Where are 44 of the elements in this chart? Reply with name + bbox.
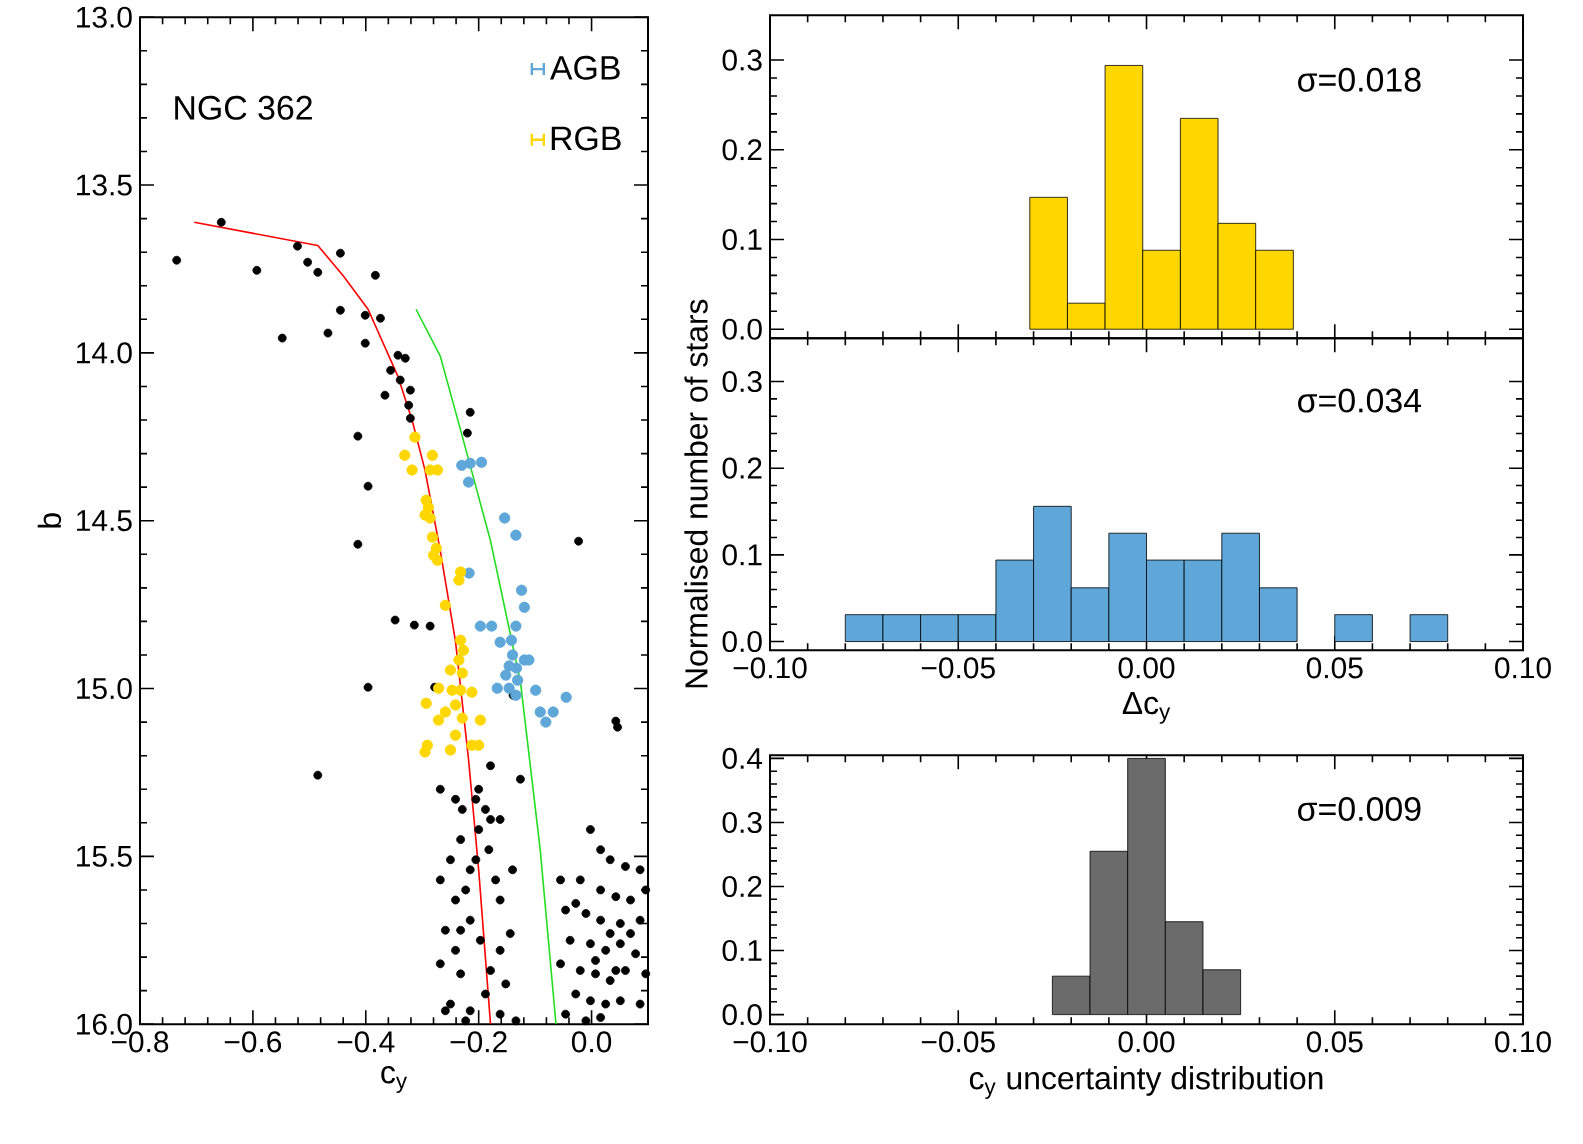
y-axis-title: Normalised number of stars: [684, 299, 708, 688]
y-tick-label: 0.3: [722, 811, 762, 833]
x-axis-title: c$_{y}$ uncertainty distribution: [969, 1065, 1323, 1099]
x-tick-label: 0.0: [571, 1031, 612, 1053]
y-tick-label: 15.5: [77, 845, 132, 867]
x-tick-label: −0.10: [733, 657, 807, 679]
y-axis-title: b: [37, 513, 62, 528]
y-tick-label: 0.1: [722, 939, 762, 962]
y-tick-label: 13.0: [77, 6, 132, 28]
y-tick-label: 0.0: [722, 1003, 762, 1026]
y-tick-label: 0.3: [722, 370, 762, 392]
x-tick-label: −0.05: [921, 1031, 995, 1053]
legend-label: AGB: [550, 55, 620, 80]
annotation: σ=0.009: [1298, 796, 1421, 821]
y-tick-label: 0.2: [722, 875, 762, 897]
y-tick-label: 0.2: [722, 139, 762, 161]
x-axis-title: c$_{y}$: [381, 1065, 408, 1093]
annotation: σ=0.018: [1298, 67, 1421, 92]
annotation: σ=0.034: [1298, 388, 1422, 413]
y-tick-label: 0.1: [722, 228, 762, 250]
legend-label: RGB: [551, 126, 621, 151]
x-axis-title: Δc$_{y}$: [1122, 691, 1171, 724]
y-tick-label: 0.3: [722, 49, 762, 71]
y-tick-label: 0.4: [722, 747, 763, 769]
y-tick-label: 14.0: [77, 342, 132, 364]
x-tick-label: 0.05: [1306, 1031, 1363, 1053]
x-tick-label: −0.05: [921, 657, 995, 679]
y-tick-label: 14.5: [77, 510, 132, 532]
x-tick-label: −0.6: [224, 1031, 282, 1053]
x-tick-label: −0.4: [337, 1031, 395, 1053]
y-tick-label: 0.0: [722, 630, 762, 652]
x-tick-label: 0.00: [1118, 1031, 1175, 1053]
annotation: NGC 362: [175, 95, 312, 120]
y-tick-label: 13.5: [77, 174, 132, 196]
x-tick-label: −0.10: [733, 1031, 807, 1053]
x-tick-label: 0.00: [1118, 657, 1175, 679]
x-tick-label: 0.05: [1306, 657, 1363, 679]
x-tick-label: −0.2: [450, 1031, 507, 1053]
x-tick-label: 0.10: [1495, 1031, 1551, 1053]
y-tick-label: 0.1: [722, 544, 762, 566]
x-tick-label: 0.10: [1495, 657, 1551, 679]
y-tick-label: 0.0: [722, 318, 762, 340]
y-tick-label: 15.0: [77, 677, 132, 700]
y-tick-label: 0.2: [722, 457, 762, 479]
